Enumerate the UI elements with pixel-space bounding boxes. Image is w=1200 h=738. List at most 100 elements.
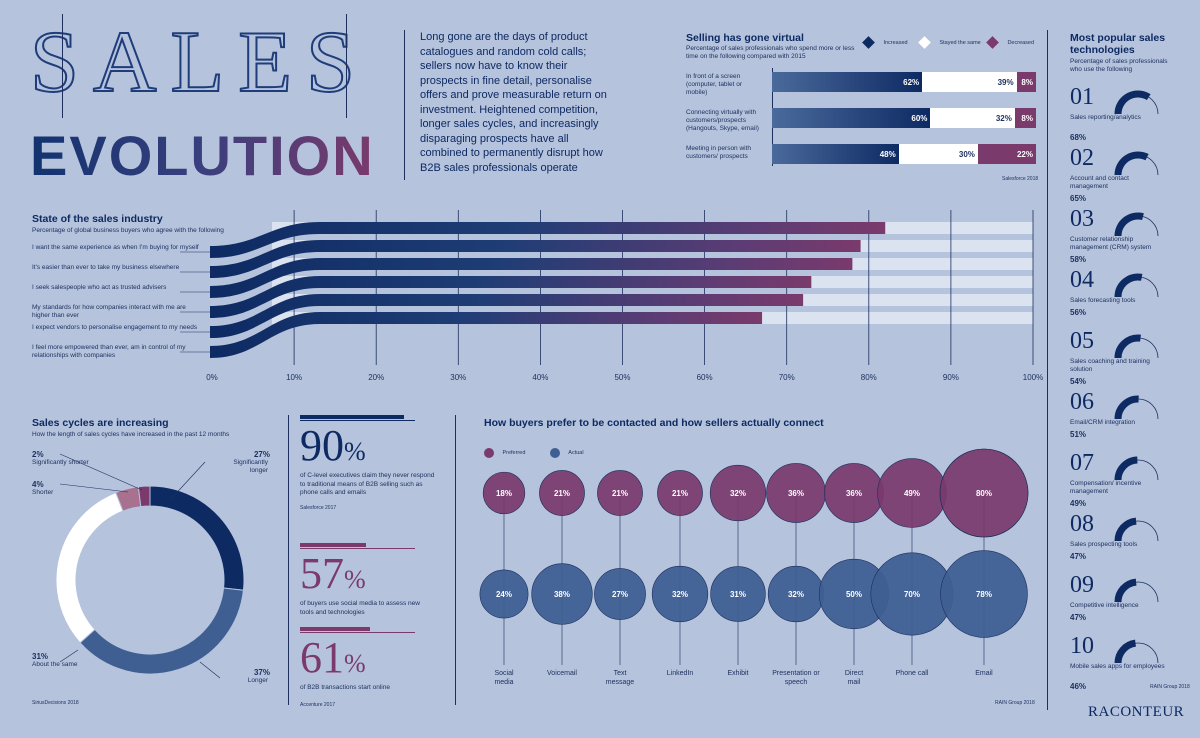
tech-gauge-fill (1114, 212, 1144, 237)
contact-bubble-label: 49% (904, 489, 920, 498)
industry-xtick: 90% (943, 373, 959, 382)
tech-gauge (1114, 639, 1159, 664)
industry-bar (210, 294, 804, 338)
tech-gauge-fill (1114, 395, 1139, 420)
virtual-bar-increased: 60% (772, 108, 931, 128)
contact-category-label: Text message (606, 670, 635, 686)
stat-number: 57 (300, 549, 344, 598)
tech-gauge-fill (1114, 90, 1151, 115)
tech-item-number: 02 (1070, 145, 1094, 171)
cycles-label-pct: 4% (32, 480, 44, 489)
industry-category-label: I want the same experience as when I'm b… (32, 244, 199, 251)
virtual-bar-label: 48% (879, 150, 896, 159)
cycles-label-pct: 27% (253, 450, 270, 459)
contact-bubble-actual (940, 550, 1028, 638)
tech-item-pct: 68% (1070, 133, 1087, 142)
contact-bubble-label: 32% (730, 489, 746, 498)
contact-bubble-label: 21% (554, 489, 570, 498)
tech-item: 05 Sales coaching and training solution 54… (1070, 328, 1190, 386)
contact-source: RAIN Group 2018 (995, 700, 1035, 706)
tech-item-pct: 46% (1070, 682, 1087, 691)
stat-text: of B2B transactions start online (300, 684, 390, 691)
stat-bar-line (300, 632, 415, 633)
header-divider (404, 30, 405, 180)
legend-stayed: Stayed the same (918, 34, 981, 52)
tech-item-label: Account and contact management (1070, 175, 1129, 190)
tech-item-number: 06 (1070, 389, 1094, 415)
virtual-bar-decreased: 22% (977, 144, 1036, 164)
industry-xtick: 40% (532, 373, 548, 382)
tech-item: 03 Customer relationship management (CRM)… (1070, 206, 1190, 264)
contact-bubble-actual (531, 563, 593, 625)
cycles-subtitle: How the length of sales cycles have incr… (32, 431, 230, 438)
virtual-bar-label: 8% (1021, 78, 1033, 87)
virtual-bar-stayed-the-same: 39% (922, 72, 1017, 92)
tech-item-number: 09 (1070, 572, 1094, 598)
stat-bar-track (300, 543, 415, 547)
cycles-label: 4% Shorter (32, 480, 102, 497)
industry-bar (210, 240, 861, 278)
stat-value: 90% (300, 423, 366, 475)
contact-bubble-actual (479, 569, 529, 619)
industry-xtick: 30% (450, 373, 466, 382)
legend-decreased: Decreased (986, 34, 1034, 52)
stat-number: 90 (300, 421, 344, 470)
virtual-source: Salesforce 2018 (1002, 176, 1039, 182)
contact-bubble-label: 21% (672, 489, 688, 498)
contact-bubble-label: 80% (976, 489, 992, 498)
cycles-label-pct: 2% (32, 450, 44, 459)
industry-category-label: I seek salespeople who act as trusted ad… (32, 284, 167, 291)
tech-item-pct: 58% (1070, 255, 1087, 264)
contact-bubble-label: 18% (496, 489, 512, 498)
tech-gauge (1114, 273, 1159, 298)
contact-bubble-label: 36% (788, 489, 804, 498)
intro-paragraph: Long gone are the days of product catalo… (420, 31, 607, 174)
tech-item-pct: 49% (1070, 499, 1087, 508)
industry-bar (210, 258, 853, 298)
contact-bubble-label: 70% (904, 590, 920, 599)
industry-bar (210, 276, 812, 318)
tech-item: 07 Compensation/ incentive management 49% (1070, 450, 1190, 508)
cycles-label: 2% Significantly shorter (32, 450, 102, 467)
tech-gauge-fill (1114, 151, 1149, 176)
contact-bubble-label: 27% (612, 590, 628, 599)
tech-item-number: 05 (1070, 328, 1094, 354)
contact-bubble-preferred (482, 471, 526, 515)
tech-item-number: 03 (1070, 206, 1094, 232)
contact-category-label: Presentation or speech (772, 670, 820, 686)
contact-category-label: Exhibit (727, 670, 748, 677)
cycles-slice (137, 485, 151, 508)
virtual-bar-label: 30% (958, 150, 975, 159)
stats-divider-left (288, 415, 289, 705)
contact-category-label: Social media (494, 670, 514, 686)
stat-bar-fill (300, 627, 371, 631)
contact-bubble-actual (710, 566, 766, 622)
tech-list: 01 Sales reporting/analytics 68% 02 Account … (1070, 84, 1190, 694)
legend-increased: Increased (862, 34, 908, 52)
virtual-bar-label: 8% (1021, 114, 1033, 123)
stat-percent-sign: % (344, 437, 366, 466)
contact-legend: Preferred Actual (484, 444, 584, 462)
contact-bubble-label: 32% (672, 590, 688, 599)
tech-item: 08 Sales prospecting tools 47% (1070, 511, 1190, 569)
tech-item-label: Sales forecasting tools (1070, 297, 1136, 304)
cycles-label-text: Shorter (32, 489, 54, 496)
stat-bar-fill (300, 415, 404, 419)
tech-item-pct: 54% (1070, 377, 1087, 386)
stat-bar-fill (300, 543, 366, 547)
industry-xtick: 50% (614, 373, 630, 382)
virtual-bar-increased: 48% (772, 144, 899, 164)
virtual-category-label: Meeting in person with customers/ prospe… (686, 145, 752, 160)
cycles-source: SiriusDecisions 2018 (32, 700, 79, 706)
tech-item-label: Sales reporting/analytics (1070, 114, 1141, 121)
stats-block: 90% of C-level executives claim they neve… (300, 415, 440, 710)
tech-item: 01 Sales reporting/analytics 68% (1070, 84, 1190, 142)
tech-gauge (1114, 212, 1159, 237)
virtual-bar-stayed-the-same: 30% (898, 144, 978, 164)
virtual-bar-stayed-the-same: 32% (930, 108, 1015, 128)
cycles-label: 31% About the same (32, 652, 102, 669)
tech-item-label: Sales coaching and training solution (1070, 358, 1150, 373)
industry-chart: 0% 10% 20% 30% 40% 50% 60% 70% 80% 90% 100% (180, 210, 1043, 382)
tech-item-label: Mobile sales apps for employees (1070, 663, 1165, 670)
virtual-bar-decreased: 8% (1014, 108, 1036, 128)
